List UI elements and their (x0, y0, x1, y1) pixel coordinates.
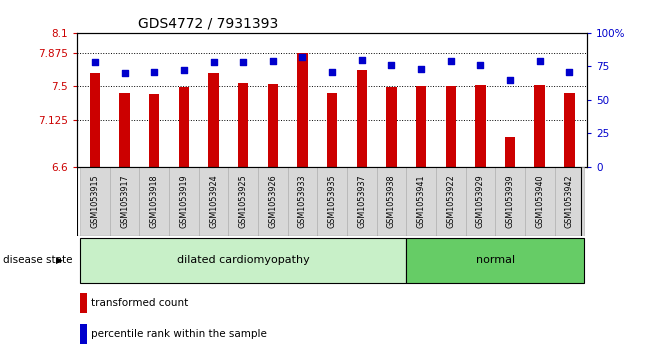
Bar (406, 167, 436, 236)
Bar (505, 138, 515, 167)
Text: GSM1053925: GSM1053925 (239, 175, 248, 228)
Bar (149, 94, 160, 167)
Bar (80, 238, 406, 282)
Bar (525, 167, 554, 236)
Text: GSM1053940: GSM1053940 (535, 175, 544, 228)
Bar (347, 167, 376, 236)
Bar (80, 167, 110, 236)
Text: GSM1053918: GSM1053918 (150, 175, 159, 228)
Bar (564, 93, 574, 167)
Bar (297, 53, 308, 167)
Bar (90, 73, 100, 167)
Text: normal: normal (476, 256, 515, 265)
Text: GSM1053917: GSM1053917 (120, 175, 129, 228)
Point (564, 69, 574, 74)
Point (327, 69, 338, 74)
Bar (169, 167, 199, 236)
Point (505, 77, 515, 82)
Text: GSM1053942: GSM1053942 (565, 175, 574, 228)
Bar (535, 85, 545, 167)
Bar (258, 167, 288, 236)
Text: GSM1053919: GSM1053919 (179, 175, 189, 228)
Bar (436, 167, 466, 236)
Bar (317, 167, 347, 236)
Bar (495, 167, 525, 236)
Text: dilated cardiomyopathy: dilated cardiomyopathy (177, 256, 309, 265)
Bar (416, 86, 426, 167)
Point (446, 58, 456, 64)
Text: transformed count: transformed count (91, 298, 189, 308)
Bar (80, 293, 87, 313)
Text: percentile rank within the sample: percentile rank within the sample (91, 329, 267, 339)
Bar (475, 85, 486, 167)
Bar (554, 167, 584, 236)
Bar (386, 87, 397, 167)
Text: GSM1053937: GSM1053937 (357, 175, 366, 228)
Bar (228, 167, 258, 236)
Point (149, 69, 160, 74)
Text: GSM1053926: GSM1053926 (268, 175, 277, 228)
Text: GSM1053929: GSM1053929 (476, 175, 485, 228)
Point (386, 62, 397, 68)
Point (119, 70, 130, 76)
Bar (80, 324, 87, 344)
Point (297, 54, 308, 60)
Text: GSM1053939: GSM1053939 (505, 175, 515, 228)
Bar (268, 84, 278, 167)
Point (208, 59, 219, 65)
Bar (376, 167, 406, 236)
Text: disease state: disease state (3, 256, 73, 265)
Point (534, 58, 545, 64)
Bar (110, 167, 140, 236)
Bar (406, 238, 584, 282)
Text: GSM1053922: GSM1053922 (446, 175, 455, 228)
Point (268, 58, 278, 64)
Point (475, 62, 486, 68)
Point (416, 66, 427, 72)
Point (178, 68, 189, 73)
Bar (119, 93, 130, 167)
Bar (209, 73, 219, 167)
Text: GDS4772 / 7931393: GDS4772 / 7931393 (138, 16, 278, 30)
Text: GSM1053935: GSM1053935 (327, 175, 337, 228)
Bar (288, 167, 317, 236)
Bar (466, 167, 495, 236)
Text: GSM1053924: GSM1053924 (209, 175, 218, 228)
Point (90, 59, 101, 65)
Text: GSM1053941: GSM1053941 (417, 175, 425, 228)
Text: GSM1053915: GSM1053915 (91, 175, 99, 228)
Text: GSM1053933: GSM1053933 (298, 175, 307, 228)
Bar (140, 167, 169, 236)
Bar (199, 167, 228, 236)
Text: GSM1053938: GSM1053938 (387, 175, 396, 228)
Bar (446, 86, 456, 167)
Bar (238, 83, 248, 167)
Bar (327, 93, 338, 167)
Bar (356, 70, 367, 167)
Bar (178, 87, 189, 167)
Text: ▶: ▶ (56, 256, 62, 265)
Point (238, 59, 248, 65)
Point (356, 57, 367, 62)
